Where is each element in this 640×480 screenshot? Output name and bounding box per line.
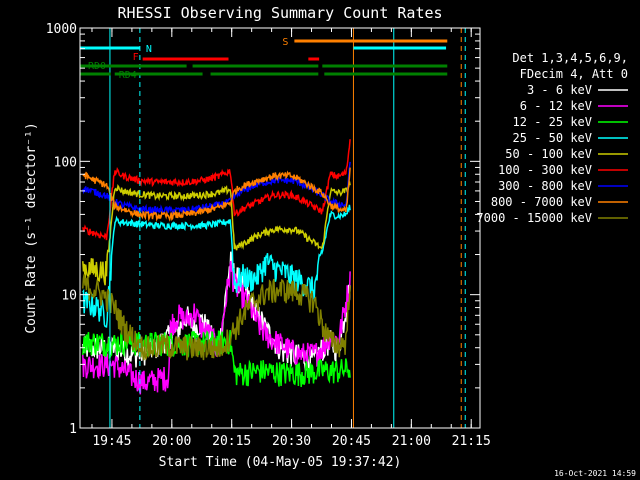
legend-label-3-6-kev: 3 - 6 keV: [527, 83, 592, 97]
plot-timestamp: 16-Oct-2021 14:59: [554, 469, 636, 478]
marker-lines: [109, 28, 466, 428]
y-axis-label: Count Rate (s⁻¹ detector⁻¹): [24, 122, 39, 333]
x-tick-label-19-45: 19:45: [92, 434, 131, 449]
legend-header-line-2: FDecim 4, Att 0: [520, 67, 628, 81]
x-tick-label-21-15: 21:15: [452, 434, 491, 449]
y-tick-label-100: 100: [54, 155, 77, 170]
legend-header-line-1: Det 1,3,4,5,6,9,: [512, 51, 628, 65]
legend-label-300-800-kev: 300 - 800 keV: [498, 179, 592, 193]
legend-label-800-7000-kev: 800 - 7000 keV: [491, 195, 592, 209]
legend-label-12-25-kev: 12 - 25 keV: [513, 115, 592, 129]
state-label-f: F: [133, 52, 139, 63]
x-tick-label-20-30: 20:30: [272, 434, 311, 449]
legend-label-50-100-kev: 50 - 100 keV: [505, 147, 592, 161]
legend-label-7000-15000-kev: 7000 - 15000 keV: [476, 211, 592, 225]
state-label-n: N: [146, 44, 152, 55]
series-line-100-300-kev: [82, 139, 351, 241]
state-label-rd0: RD0: [88, 61, 106, 72]
y-tick-label-1: 1: [69, 422, 77, 437]
x-tick-label-20-15: 20:15: [212, 434, 251, 449]
series-line-7000-15000-kev: [82, 274, 351, 361]
legend-label-25-50-kev: 25 - 50 keV: [513, 131, 592, 145]
x-tick-label-20-00: 20:00: [152, 434, 191, 449]
chart-title: RHESSI Observing Summary Count Rates: [117, 4, 442, 22]
axes: 19:45 20:00 20:15 20:30 20:45 21:00 21:15 1 10 10…: [46, 22, 491, 449]
state-bars: NF S RD0 RD4: [80, 37, 448, 81]
y-tick-label-10: 10: [61, 289, 77, 304]
y-tick-label-1000: 1000: [46, 22, 77, 37]
series-layer: [82, 139, 351, 395]
plot-frame: [79, 27, 481, 429]
x-tick-label-20-45: 20:45: [332, 434, 371, 449]
legend-label-100-300-kev: 100 - 300 keV: [498, 163, 592, 177]
series-line-800-7000-kev: [82, 167, 351, 223]
series-line-50-100-kev: [82, 181, 351, 286]
legend: Det 1,3,4,5,6,9, FDecim 4, Att 0 3 - 6 k…: [476, 51, 628, 225]
state-label-s: S: [282, 37, 288, 48]
legend-label-6-12-kev: 6 - 12 keV: [520, 99, 592, 113]
x-axis-label: Start Time (04-May-05 19:37:42): [159, 455, 402, 470]
x-tick-label-21-00: 21:00: [392, 434, 431, 449]
state-label-rd4: RD4: [119, 70, 137, 81]
